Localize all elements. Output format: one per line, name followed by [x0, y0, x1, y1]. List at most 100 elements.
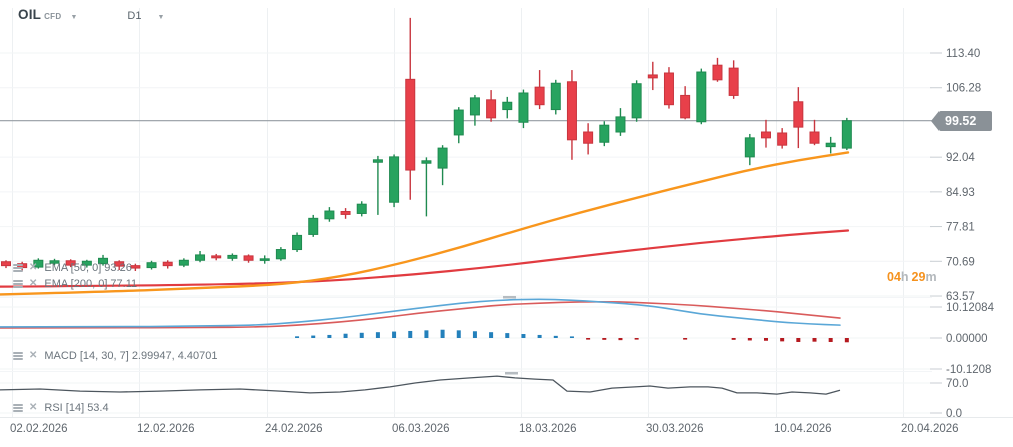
ema50-line — [0, 151, 850, 296]
candle-body-up — [195, 254, 206, 261]
macd-axis-label: 0.00000 — [946, 333, 988, 345]
ema200-line — [0, 229, 850, 288]
indicator-close-icon[interactable]: ✕ — [29, 402, 38, 413]
macd-histogram-bar — [828, 338, 833, 342]
candle-body-up — [502, 101, 513, 111]
candle-body-down — [712, 64, 723, 81]
countdown-minutes: 29 — [911, 270, 926, 284]
symbol-dropdown-caret-icon[interactable]: ▼ — [70, 14, 78, 21]
timeframe-value[interactable]: D1 — [127, 10, 142, 22]
x-axis-label: 18.03.2026 — [519, 423, 577, 435]
indicator-legend-ema50: ✕ EMA [50, 0] 93.26 — [13, 262, 132, 274]
candle-body-down — [130, 265, 141, 269]
macd-histogram-bar — [812, 338, 817, 342]
macd-histogram-bar — [521, 334, 526, 338]
candle-body-down — [680, 94, 691, 119]
macd-histogram-bar — [456, 330, 461, 338]
macd-histogram-bar — [408, 330, 413, 338]
rsi-axis-label: 70.0 — [946, 378, 968, 390]
candle-body-down — [728, 67, 739, 96]
indicator-legend-macd: ✕ MACD [14, 30, 7] 2.99947, 4.40701 — [13, 350, 217, 362]
macd-histogram-bar — [618, 338, 623, 341]
indicator-settings-icon[interactable] — [13, 352, 23, 360]
candle-body-down — [793, 101, 804, 128]
candle-body-down — [1, 261, 11, 267]
indicator-label-macd: MACD [14, 30, 7] 2.99947, 4.40701 — [44, 350, 218, 362]
rsi-axis-label: 0.0 — [946, 408, 962, 420]
macd-histogram-bar — [553, 335, 558, 338]
indicator-close-icon[interactable]: ✕ — [29, 278, 38, 289]
indicator-peak-marker — [503, 296, 516, 299]
candle-body-up — [372, 159, 383, 163]
x-axis-label: 06.03.2026 — [392, 423, 450, 435]
macd-histogram-bar — [343, 333, 348, 338]
indicator-legend-ema200: ✕ EMA [200, 0] 77.11 — [13, 278, 137, 290]
macd-histogram-bar — [731, 338, 736, 340]
x-axis-label: 02.02.2026 — [10, 423, 68, 435]
macd-histogram-bar — [505, 333, 510, 338]
indicator-legend-rsi: ✕ RSI [14] 53.4 — [13, 402, 109, 414]
candle-body-up — [437, 147, 448, 169]
candle-body-down — [162, 261, 173, 267]
candle-body-up — [324, 210, 335, 220]
candle-body-up — [453, 109, 464, 136]
indicator-settings-icon[interactable] — [13, 280, 23, 288]
macd-histogram-bar — [440, 329, 445, 338]
price-axis-label: 70.69 — [946, 256, 975, 268]
macd-histogram-bar — [375, 332, 380, 338]
candle-body-down — [114, 261, 125, 267]
macd-histogram-bar — [327, 334, 332, 338]
macd-histogram-bar — [489, 332, 494, 338]
timeframe-dropdown-caret-icon[interactable]: ▼ — [157, 14, 165, 21]
candle-body-down — [647, 74, 658, 79]
candle-body-up — [98, 257, 109, 265]
indicator-peak-marker — [505, 372, 518, 375]
indicator-close-icon[interactable]: ✕ — [29, 350, 38, 361]
candle-body-up — [825, 142, 836, 148]
macd-histogram-bar — [780, 338, 785, 342]
x-axis-label: 20.04.2026 — [901, 423, 959, 435]
indicator-settings-icon[interactable] — [13, 404, 23, 412]
macd-axis-label: -10.1208 — [946, 364, 991, 376]
indicator-close-icon[interactable]: ✕ — [29, 262, 38, 273]
candle-body-up — [49, 260, 60, 264]
candle-body-up — [469, 97, 480, 116]
x-axis-label: 10.04.2026 — [774, 423, 832, 435]
indicator-settings-icon[interactable] — [13, 264, 23, 272]
macd-histogram-bar — [392, 331, 397, 338]
candle-body-down — [760, 131, 771, 139]
indicator-label-ema50: EMA [50, 0] 93.26 — [44, 262, 132, 274]
price-tag-arrow-icon — [931, 111, 939, 131]
countdown-minutes-unit: m — [925, 270, 937, 284]
candle-body-up — [631, 83, 642, 119]
candle-body-up — [518, 92, 529, 123]
current-price-tag: 99.52 — [931, 111, 993, 131]
x-axis-label: 12.02.2026 — [137, 423, 195, 435]
candle-body-up — [615, 116, 626, 133]
macd-histogram-bar — [424, 330, 429, 338]
candle-body-down — [65, 260, 76, 266]
candle-body-up — [421, 160, 432, 164]
candle-countdown: 04h 29m — [887, 270, 937, 284]
countdown-hours: 04 — [887, 270, 901, 284]
macd-histogram-bar — [844, 338, 849, 343]
macd-histogram-bar — [747, 338, 752, 341]
candle-body-down — [777, 132, 788, 146]
rsi-line — [0, 375, 841, 395]
macd-histogram-bar — [537, 334, 542, 338]
macd-axis-label: 10.12084 — [946, 302, 995, 314]
candle-body-up — [33, 259, 44, 268]
macd-histogram-bar — [602, 338, 607, 340]
candle-body-up — [275, 249, 286, 260]
macd-signal-line — [0, 301, 841, 329]
macd-histogram-bar — [359, 332, 364, 338]
macd-histogram-bar — [472, 331, 477, 338]
macd-histogram-bar — [569, 336, 574, 338]
candle-body-up — [744, 137, 755, 158]
macd-histogram-bar — [586, 338, 591, 340]
macd-histogram-bar — [634, 338, 639, 340]
macd-histogram-bar — [796, 338, 801, 342]
candle-body-down — [486, 99, 497, 119]
